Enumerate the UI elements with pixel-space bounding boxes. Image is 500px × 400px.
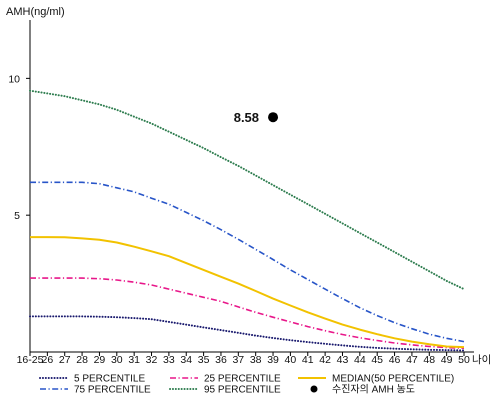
x-axis-title: 나이	[472, 354, 491, 366]
x-tick-label: 31	[128, 354, 140, 366]
x-tick-label: 41	[302, 354, 314, 366]
patient-marker-dot	[268, 112, 279, 123]
x-tick-label: 43	[337, 354, 349, 366]
legend-marker-swatch	[310, 385, 318, 393]
x-tick-label: 46	[389, 354, 401, 366]
x-tick-label: 26	[42, 354, 54, 366]
legend-label: 95 PERCENTILE	[204, 385, 281, 396]
legend: 5 PERCENTILE 25 PERCENTILE MEDIAN(50 PERCE…	[39, 374, 454, 396]
series-line-25-percentile	[30, 277, 465, 349]
patient-marker-label: 8.58	[234, 110, 259, 125]
y-axis-ticks: 10 5	[8, 73, 30, 222]
x-tick-label: 32	[146, 354, 158, 366]
x-tick-label: 48	[423, 354, 435, 366]
x-tick-label: 35	[198, 354, 210, 366]
y-axis-title: AMH(ng/ml)	[6, 6, 65, 18]
y-tick-label: 10	[8, 73, 20, 85]
x-tick-label: 44	[354, 354, 366, 366]
x-tick-label: 28	[76, 354, 88, 366]
y-tick-label: 5	[14, 210, 20, 222]
x-tick-label: 27	[59, 354, 71, 366]
x-tick-label: 47	[406, 354, 418, 366]
series-line-5-percentile	[29, 315, 465, 352]
legend-label: 25 PERCENTILE	[204, 374, 281, 385]
series-line-95-percentile	[29, 89, 465, 291]
x-tick-label: 16-25	[17, 354, 44, 366]
x-tick-label: 49	[441, 354, 453, 366]
x-tick-label: 37	[232, 354, 244, 366]
x-tick-label: 42	[319, 354, 331, 366]
x-tick-label: 38	[250, 354, 262, 366]
series-line-75-percentile	[30, 181, 465, 343]
x-tick-label: 39	[267, 354, 279, 366]
patient-marker: 8.58	[234, 110, 279, 125]
x-tick-label: 34	[180, 354, 192, 366]
x-tick-label: 33	[163, 354, 175, 366]
x-tick-label: 50	[458, 354, 470, 366]
x-tick-label: 36	[215, 354, 227, 366]
legend-label: MEDIAN(50 PERCENTILE)	[332, 374, 454, 385]
series-lines	[29, 89, 465, 352]
legend-label: 수진자의 AMH 농도	[332, 384, 415, 396]
x-tick-label: 40	[285, 354, 297, 366]
legend-label: 5 PERCENTILE	[74, 374, 145, 385]
series-line-median-50-percentile	[30, 236, 465, 349]
legend-label: 75 PERCENTILE	[74, 385, 151, 396]
x-tick-label: 30	[111, 354, 123, 366]
x-tick-label: 29	[94, 354, 106, 366]
x-tick-label: 45	[371, 354, 383, 366]
